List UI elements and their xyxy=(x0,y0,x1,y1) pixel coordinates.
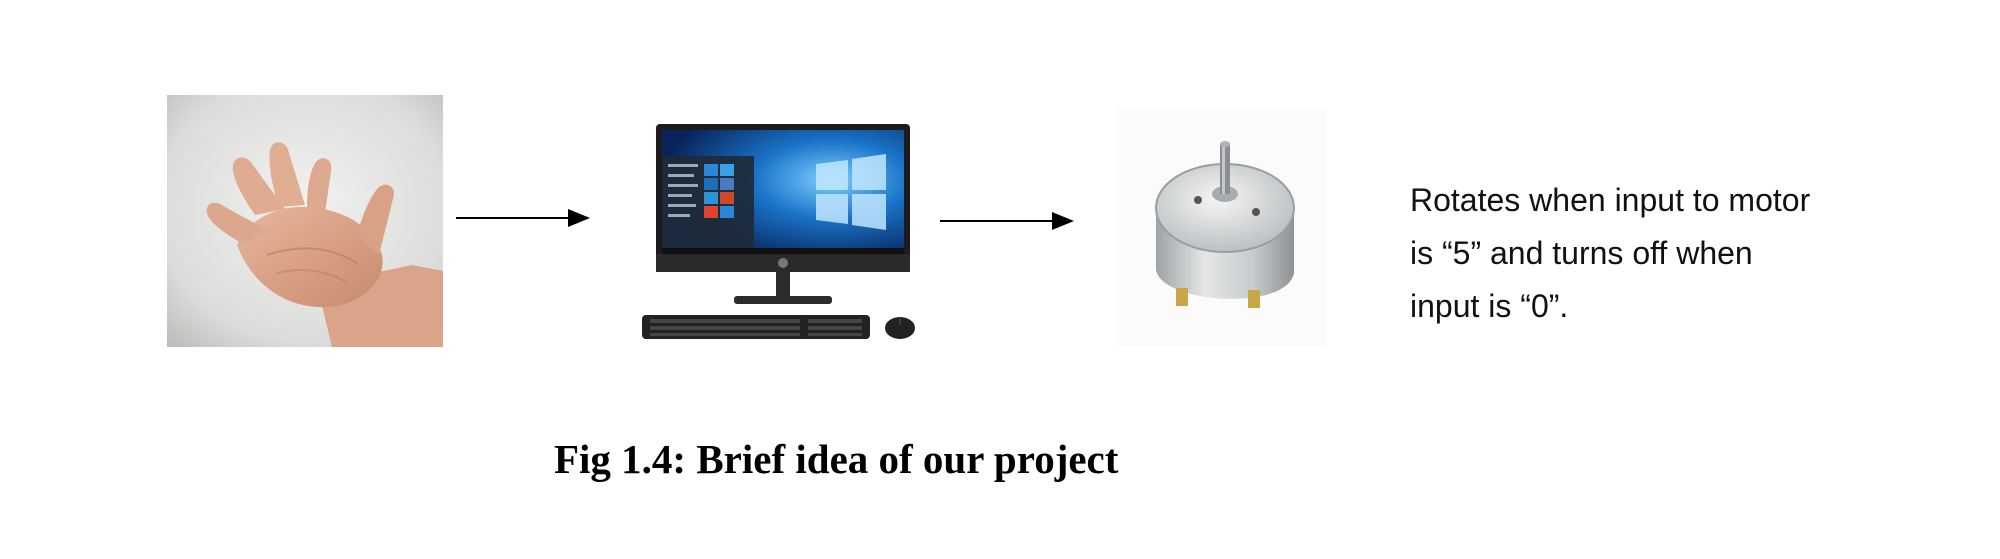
dc-motor-icon xyxy=(1116,108,1326,346)
figure-caption: Fig 1.4: Brief idea of our project xyxy=(554,436,1119,482)
desktop-computer-icon xyxy=(636,120,930,348)
motor-note-line-2: is “5” and turns off when xyxy=(1410,235,1753,271)
arrow-hand-to-computer xyxy=(456,209,590,227)
arrow-computer-to-motor xyxy=(940,212,1074,230)
hand-gesture-icon xyxy=(167,95,443,347)
motor-note-line-1: Rotates when input to motor xyxy=(1410,182,1811,218)
motor-behavior-note: Rotates when input to motor is “5” and t… xyxy=(1410,174,1890,333)
motor-note-line-3: input is “0”. xyxy=(1410,288,1569,324)
